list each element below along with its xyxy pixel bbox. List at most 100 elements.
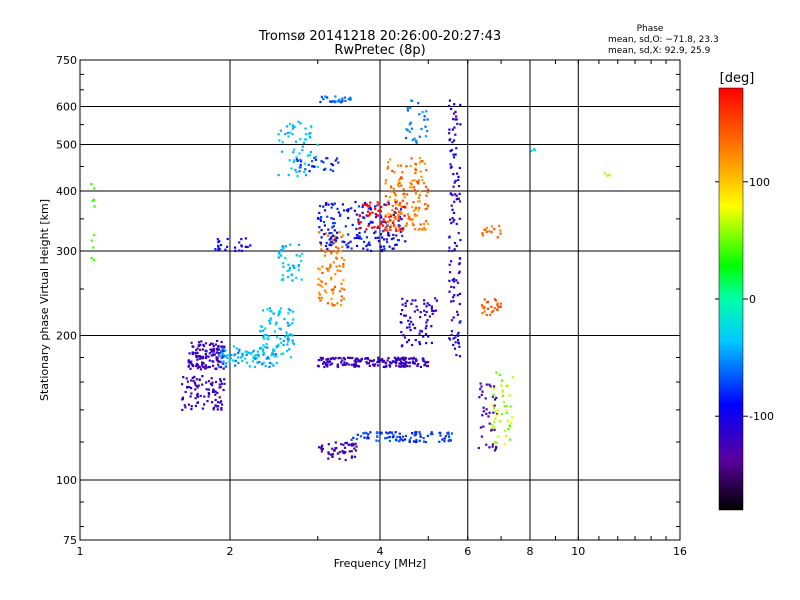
data-point	[217, 246, 220, 249]
data-point	[419, 329, 422, 332]
data-point	[397, 225, 400, 228]
data-point	[222, 360, 225, 363]
data-point	[477, 446, 480, 450]
data-point	[449, 218, 452, 221]
data-point	[340, 101, 343, 104]
data-point	[336, 269, 339, 272]
data-point	[363, 216, 366, 220]
data-point	[381, 359, 384, 362]
data-point	[286, 321, 289, 324]
data-point	[378, 226, 381, 229]
data-point	[481, 305, 484, 308]
data-point	[347, 208, 350, 211]
data-point	[376, 204, 379, 207]
data-point	[93, 233, 96, 237]
data-point	[448, 263, 451, 266]
data-point	[184, 390, 187, 394]
data-point	[490, 230, 493, 234]
data-point	[407, 319, 410, 322]
data-point	[350, 363, 353, 366]
data-point	[423, 115, 426, 118]
data-point	[194, 352, 197, 355]
data-point	[401, 303, 404, 306]
data-point	[419, 170, 422, 173]
data-point	[304, 133, 307, 136]
data-point	[197, 384, 200, 387]
data-point	[375, 439, 378, 442]
data-point	[448, 249, 451, 252]
data-point	[457, 175, 460, 178]
data-point	[385, 238, 388, 241]
data-point	[493, 298, 497, 301]
data-point	[359, 221, 362, 224]
data-point	[414, 139, 417, 142]
data-point	[367, 222, 371, 226]
data-point	[203, 403, 206, 406]
phase-stats-x: mean, sd,X: 92.9, 25.9	[608, 46, 711, 56]
data-point	[491, 445, 494, 448]
data-point	[304, 174, 308, 177]
data-point	[495, 413, 499, 416]
data-point	[219, 360, 222, 363]
data-point	[217, 244, 220, 247]
data-point	[288, 122, 292, 126]
data-point	[490, 423, 493, 426]
data-point	[288, 266, 291, 270]
data-point	[414, 431, 417, 434]
data-point	[419, 433, 422, 436]
data-point	[454, 110, 457, 113]
data-point	[330, 232, 333, 235]
data-point	[393, 198, 396, 202]
data-point	[277, 256, 280, 259]
data-point	[287, 340, 290, 343]
data-point	[447, 431, 450, 434]
data-point	[187, 361, 190, 364]
colorbar: [deg] 100 0 -100	[715, 71, 774, 511]
data-point	[458, 217, 461, 220]
data-point	[273, 349, 276, 352]
data-point	[342, 297, 345, 300]
data-point	[493, 307, 496, 310]
data-point	[488, 230, 491, 233]
data-point	[493, 428, 496, 431]
data-point	[298, 152, 301, 155]
data-point	[279, 328, 282, 331]
data-point	[425, 110, 428, 113]
data-point	[380, 432, 383, 435]
data-point	[326, 363, 329, 366]
data-point	[281, 352, 285, 355]
data-point	[424, 361, 427, 364]
data-point	[343, 358, 346, 361]
data-point	[340, 282, 343, 285]
data-point	[340, 256, 343, 259]
data-point	[353, 209, 356, 212]
data-point	[219, 366, 223, 369]
data-point	[384, 182, 387, 185]
data-point	[496, 435, 499, 438]
data-point	[450, 222, 453, 225]
data-point	[287, 263, 290, 266]
data-point	[187, 359, 190, 362]
data-point	[218, 348, 221, 351]
data-point	[366, 437, 369, 440]
data-point	[350, 456, 353, 459]
data-point	[288, 159, 291, 162]
data-point	[282, 247, 285, 250]
data-point	[346, 362, 349, 365]
data-point	[234, 353, 237, 356]
data-point	[345, 243, 348, 246]
data-point	[448, 290, 451, 293]
data-point	[338, 98, 341, 101]
data-point	[196, 394, 199, 397]
data-point	[412, 209, 416, 212]
data-point	[453, 218, 456, 221]
data-point	[489, 385, 492, 388]
data-point	[394, 192, 397, 195]
data-point	[205, 355, 208, 358]
data-point	[214, 343, 217, 346]
data-point	[491, 404, 494, 407]
data-point	[342, 443, 345, 446]
data-point	[431, 433, 434, 436]
data-point	[456, 333, 459, 336]
data-point	[346, 356, 350, 359]
